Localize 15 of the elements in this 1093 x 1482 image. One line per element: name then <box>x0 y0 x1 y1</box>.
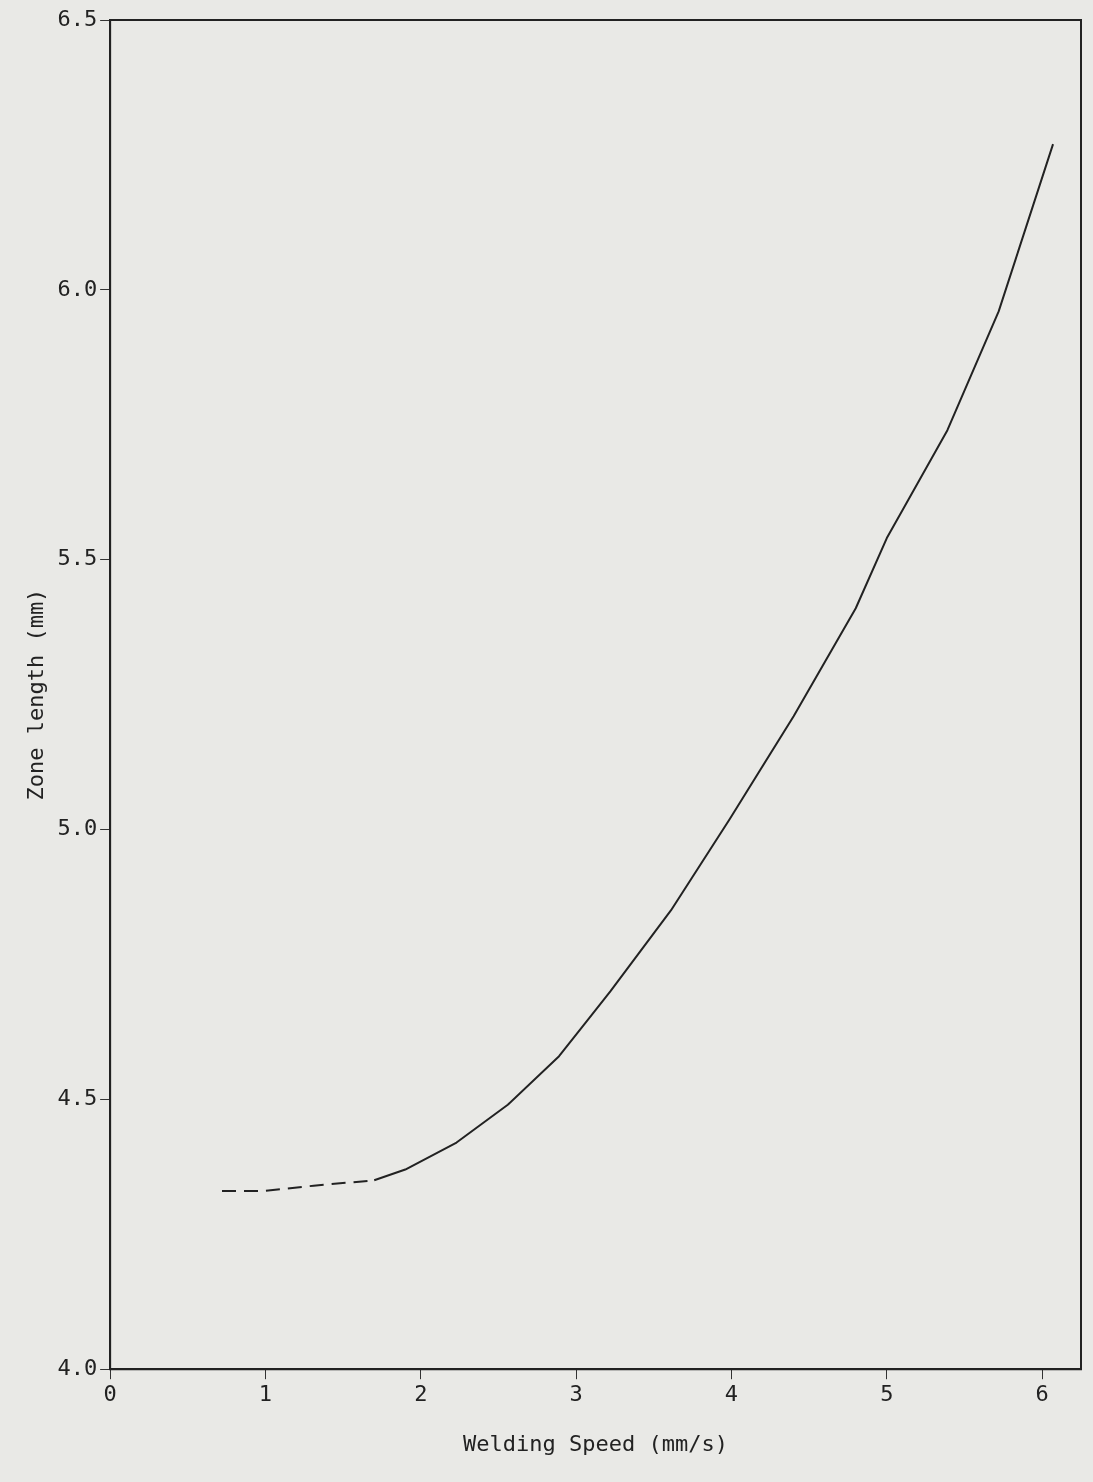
y-tick-label: 5.5 <box>57 545 98 571</box>
x-tick-label: 0 <box>103 1381 117 1407</box>
x-tick-label: 4 <box>724 1381 739 1407</box>
x-tick-label: 1 <box>258 1381 273 1407</box>
y-tick-label: 4.5 <box>57 1085 98 1111</box>
x-tick-label: 6 <box>1035 1381 1049 1407</box>
y-tick-label: 5.0 <box>57 815 98 841</box>
x-tick-label: 3 <box>569 1381 583 1407</box>
y-tick-label: 6.5 <box>57 5 98 31</box>
y-tick-label: 4.0 <box>57 1354 98 1380</box>
x-tick-label: 5 <box>880 1381 894 1407</box>
x-tick-label: 2 <box>414 1381 428 1407</box>
x-axis-title: Welding Speed (mm/s) <box>463 1430 729 1456</box>
y-tick-label: 6.0 <box>57 275 98 301</box>
y-axis-title: Zone length (mm) <box>22 588 48 801</box>
